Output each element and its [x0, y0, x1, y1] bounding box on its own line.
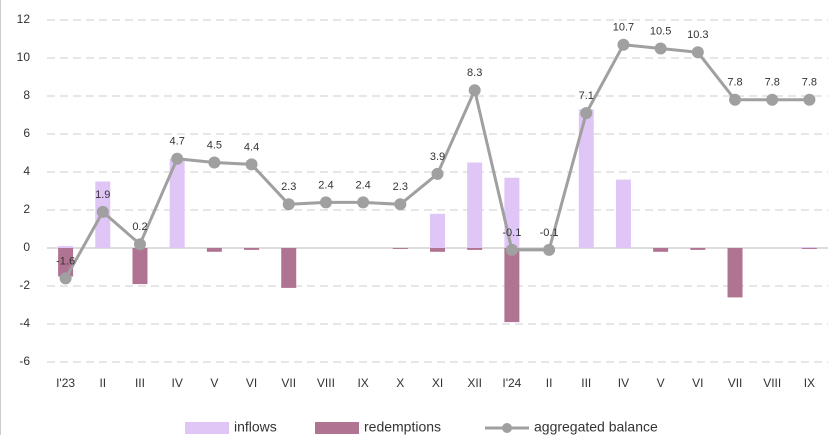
marker — [654, 42, 667, 55]
data-label: 10.3 — [687, 29, 708, 41]
y-tick-label: 2 — [23, 202, 30, 216]
bar — [281, 248, 297, 288]
y-tick-label: -6 — [19, 354, 30, 368]
marker — [505, 243, 518, 256]
x-tick-label: VIII — [317, 376, 335, 390]
legend-label: aggregated balance — [534, 419, 658, 435]
x-tick-label: V — [210, 376, 218, 390]
marker — [282, 198, 295, 211]
bar — [801, 248, 817, 249]
marker — [319, 196, 332, 209]
bar — [727, 248, 743, 298]
data-label: 10.5 — [650, 25, 671, 37]
data-label: 2.4 — [355, 179, 370, 191]
legend-swatch — [185, 422, 229, 434]
bar — [430, 248, 445, 252]
data-label: 2.4 — [318, 179, 333, 191]
x-tick-label: VII — [728, 376, 743, 390]
bar — [690, 248, 706, 250]
marker — [468, 84, 481, 97]
x-tick-label: VIII — [763, 376, 781, 390]
data-label: -0.1 — [540, 227, 559, 239]
x-tick-label: V — [657, 376, 665, 390]
data-label: 1.9 — [95, 189, 110, 201]
data-label: 10.7 — [613, 22, 634, 34]
y-tick-label: 8 — [23, 88, 30, 102]
data-label: -0.1 — [502, 227, 521, 239]
data-label: 7.8 — [765, 77, 780, 89]
y-tick-label: 0 — [23, 240, 30, 254]
marker — [803, 93, 816, 106]
legend-label: redemptions — [364, 419, 441, 435]
data-label: 3.9 — [430, 151, 445, 163]
x-tick-label: II — [99, 376, 106, 390]
x-tick-label: XII — [467, 376, 482, 390]
bar — [392, 248, 408, 249]
marker — [580, 107, 593, 120]
bar — [58, 246, 74, 248]
data-label: 2.3 — [393, 181, 408, 193]
bar — [244, 248, 260, 250]
x-tick-label: IV — [618, 376, 629, 390]
marker — [357, 196, 370, 209]
marker — [133, 238, 146, 251]
bar — [578, 109, 594, 248]
data-label: 7.8 — [802, 77, 817, 89]
marker — [766, 93, 779, 106]
data-label: 4.4 — [244, 141, 259, 153]
x-tick-label: I'24 — [502, 376, 521, 390]
bar — [169, 158, 185, 248]
data-label: 4.7 — [170, 136, 185, 148]
x-tick-label: X — [396, 376, 404, 390]
y-tick-label: 10 — [17, 50, 31, 64]
legend-label: inflows — [234, 419, 277, 435]
data-label: 8.3 — [467, 67, 482, 79]
x-tick-label: VII — [281, 376, 296, 390]
y-tick-label: -2 — [19, 278, 30, 292]
data-label: 7.1 — [579, 90, 594, 102]
x-tick-label: IV — [171, 376, 182, 390]
legend-swatch — [502, 423, 512, 433]
x-tick-label: III — [135, 376, 145, 390]
x-tick-label: I'23 — [56, 376, 75, 390]
x-tick-label: IX — [804, 376, 815, 390]
marker — [59, 272, 72, 285]
bar — [430, 213, 445, 248]
marker — [691, 46, 704, 59]
y-tick-label: 6 — [23, 126, 30, 140]
marker — [729, 93, 742, 106]
marker — [245, 158, 258, 171]
bar — [467, 162, 483, 248]
y-tick-label: 4 — [23, 164, 30, 178]
data-label: 0.2 — [132, 221, 147, 233]
marker — [617, 38, 630, 51]
marker — [208, 156, 221, 169]
bar — [653, 248, 669, 252]
data-label: 2.3 — [281, 181, 296, 193]
x-tick-label: II — [546, 376, 553, 390]
bar — [615, 179, 631, 248]
x-tick-label: VI — [692, 376, 703, 390]
bar — [132, 248, 148, 285]
data-label: -1.6 — [56, 255, 75, 267]
y-tick-label: -4 — [19, 316, 30, 330]
x-tick-label: XI — [432, 376, 443, 390]
marker — [431, 167, 444, 180]
data-label: 7.8 — [727, 77, 742, 89]
y-tick-label: 12 — [17, 12, 31, 26]
legend-swatch — [315, 422, 359, 434]
x-tick-label: IX — [357, 376, 368, 390]
marker — [96, 205, 109, 218]
x-tick-label: VI — [246, 376, 257, 390]
bar — [801, 247, 817, 248]
data-label: 4.5 — [207, 139, 222, 151]
x-tick-label: III — [581, 376, 591, 390]
bar — [467, 248, 483, 250]
bar — [504, 248, 520, 323]
bar — [206, 248, 222, 252]
marker — [394, 198, 407, 211]
marker — [171, 152, 184, 165]
marker — [543, 243, 556, 256]
